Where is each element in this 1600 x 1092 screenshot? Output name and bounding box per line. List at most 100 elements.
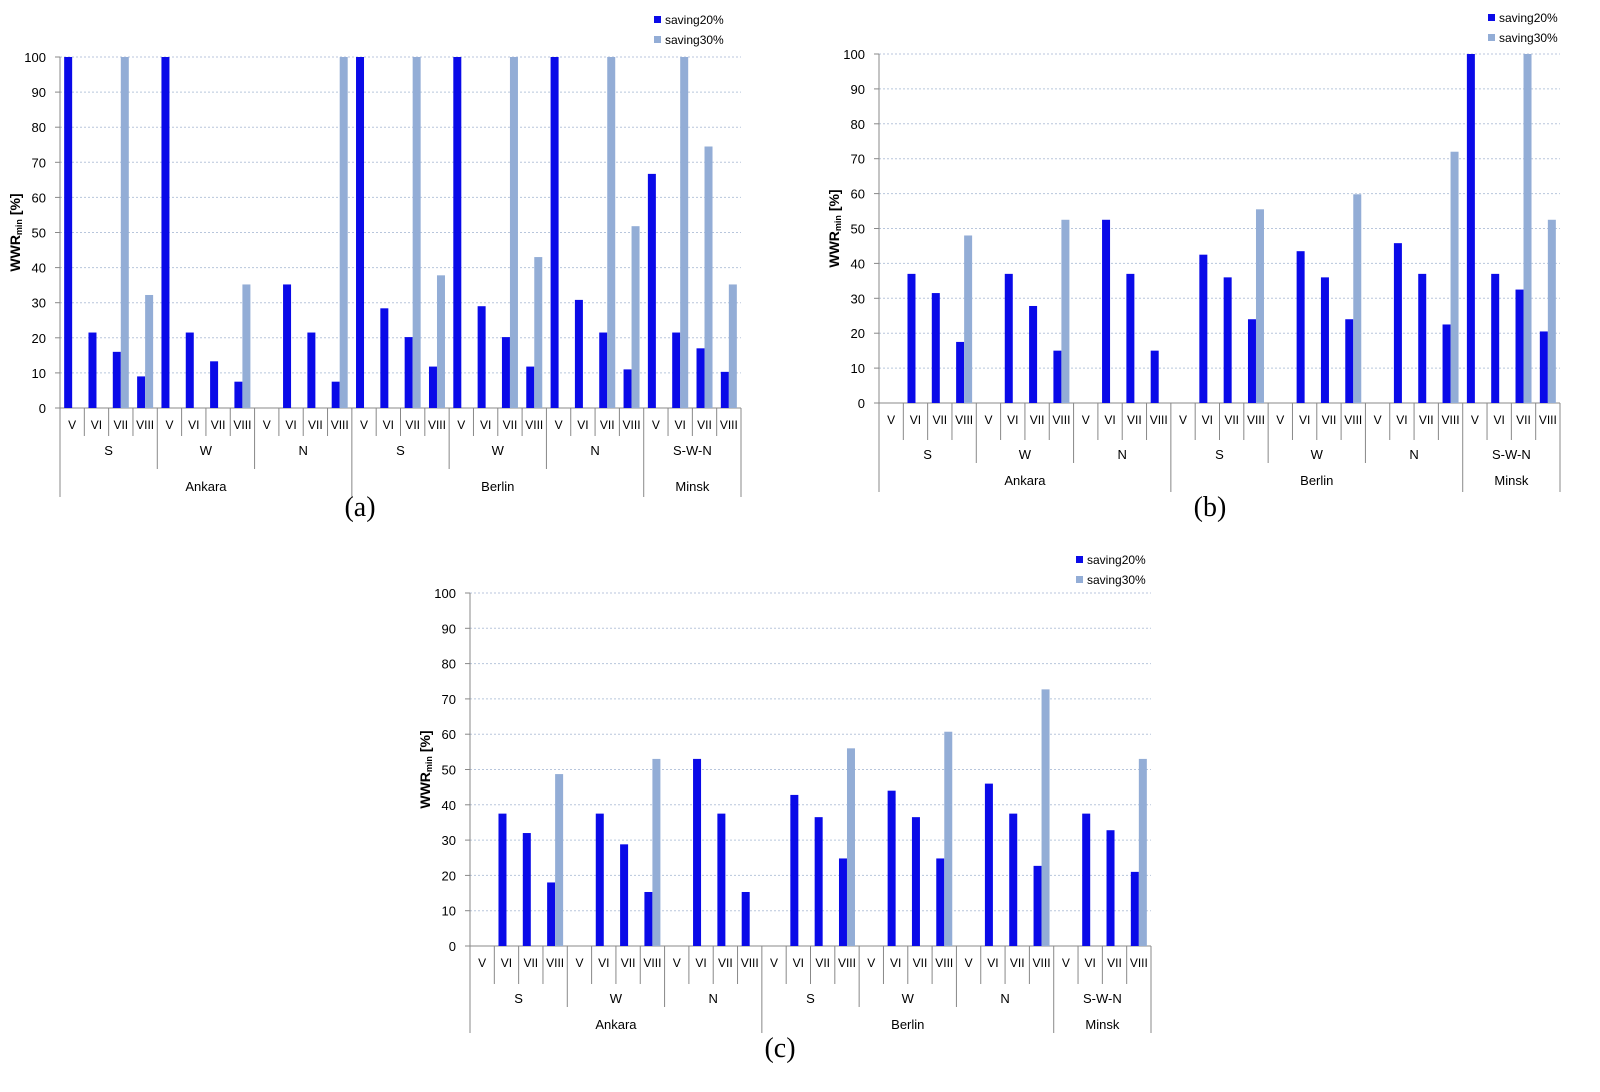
bar-saving20 [453, 57, 462, 408]
bar-saving20 [1004, 273, 1013, 403]
y-tick-label: 70 [442, 692, 456, 707]
bar-saving20 [1130, 871, 1139, 946]
x-tick-label: VI [1299, 413, 1310, 427]
bar-saving20 [547, 882, 556, 946]
y-tick-label: 60 [851, 187, 865, 202]
bar-saving30 [652, 758, 661, 946]
y-tick-label: 0 [39, 401, 46, 416]
x-tick-label: VIII [1150, 413, 1168, 427]
orientation-group-label: N [709, 991, 718, 1006]
y-tick-label: 70 [851, 152, 865, 167]
orientation-group-label: W [1019, 447, 1032, 462]
bar-saving20 [1126, 273, 1135, 403]
bar-saving20 [838, 858, 847, 946]
legend-label: saving30% [1499, 31, 1558, 45]
y-tick-label: 10 [851, 361, 865, 376]
y-tick-label: 40 [32, 261, 46, 276]
x-tick-label: V [165, 418, 173, 432]
bar-saving30 [1450, 151, 1459, 403]
bar-saving20 [693, 758, 702, 946]
x-tick-label: VI [285, 418, 296, 432]
x-tick-label: VII [405, 418, 420, 432]
bar-saving20 [595, 813, 604, 946]
legend-swatch [1076, 576, 1083, 583]
bar-saving20 [623, 369, 632, 408]
x-tick-label: VI [695, 956, 706, 970]
orientation-group-label: S-W-N [1492, 447, 1531, 462]
bar-saving20 [790, 794, 799, 946]
bar-saving20 [1515, 289, 1524, 403]
bar-saving20 [112, 351, 121, 408]
bar-saving30 [120, 57, 129, 408]
orientation-group-label: W [610, 991, 623, 1006]
bar-saving20 [1102, 219, 1111, 403]
bar-saving20 [1199, 254, 1208, 403]
bar-saving30 [436, 275, 445, 408]
orientation-group-label: S [104, 443, 113, 458]
bar-saving20 [283, 284, 292, 408]
bar-saving20 [1345, 319, 1354, 403]
bar-saving30 [509, 57, 518, 408]
bar-saving20 [741, 891, 750, 946]
x-tick-label: VI [480, 418, 491, 432]
orientation-group-label: S [514, 991, 523, 1006]
x-tick-label: VII [1010, 956, 1025, 970]
bar-saving30 [145, 294, 154, 408]
x-tick-label: VI [890, 956, 901, 970]
y-tick-label: 50 [442, 763, 456, 778]
orientation-group-label: N [1409, 447, 1418, 462]
bar-saving20 [984, 783, 993, 946]
bar-saving20 [161, 57, 170, 408]
bar-saving20 [911, 817, 920, 946]
x-tick-label: VII [621, 956, 636, 970]
city-group-label: Berlin [1300, 473, 1333, 488]
x-tick-label: V [457, 418, 465, 432]
x-tick-label: VIII [720, 418, 738, 432]
x-tick-label: VIII [136, 418, 154, 432]
bar-saving20 [931, 293, 940, 403]
bar-saving20 [185, 332, 194, 408]
bar-saving20 [498, 813, 507, 946]
city-group-label: Berlin [891, 1017, 924, 1032]
bar-saving30 [1138, 758, 1147, 946]
x-tick-label: VIII [546, 956, 564, 970]
orientation-group-label: W [492, 443, 505, 458]
y-axis-label-main: WWR [7, 235, 23, 272]
bar-saving20 [1082, 813, 1091, 946]
bar-saving20 [644, 891, 653, 946]
panel-caption: (a) [344, 492, 375, 523]
bar-saving20 [1247, 319, 1256, 403]
legend-label: saving20% [1499, 11, 1558, 25]
bar-saving30 [1061, 219, 1070, 403]
bar-saving30 [1547, 219, 1556, 403]
bar-saving20 [356, 57, 365, 408]
bar-saving20 [599, 332, 608, 408]
y-tick-label: 100 [434, 586, 456, 601]
bar-saving20 [672, 332, 681, 408]
x-tick-label: VII [718, 956, 733, 970]
y-tick-label: 10 [32, 366, 46, 381]
x-tick-label: VII [523, 956, 538, 970]
bar-saving20 [1320, 277, 1329, 403]
x-tick-label: V [652, 418, 660, 432]
y-tick-label: 80 [32, 120, 46, 135]
x-tick-label: V [1062, 956, 1070, 970]
x-tick-label: VI [1104, 413, 1115, 427]
bar-saving20 [501, 337, 510, 408]
bar-saving20 [210, 361, 219, 408]
x-tick-label: VII [1107, 956, 1122, 970]
y-tick-label: 0 [449, 939, 456, 954]
orientation-group-label: S-W-N [1083, 991, 1122, 1006]
x-tick-label: V [673, 956, 681, 970]
x-tick-label: VIII [233, 418, 251, 432]
x-tick-label: VI [383, 418, 394, 432]
y-axis-label-unit: [%] [417, 730, 433, 756]
y-tick-label: 100 [843, 47, 865, 62]
bar-saving20 [574, 299, 583, 408]
legend-swatch [654, 36, 661, 43]
orientation-group-label: S [923, 447, 932, 462]
x-tick-label: V [1471, 413, 1479, 427]
x-tick-label: V [263, 418, 271, 432]
y-tick-label: 80 [442, 657, 456, 672]
y-tick-label: 90 [32, 85, 46, 100]
